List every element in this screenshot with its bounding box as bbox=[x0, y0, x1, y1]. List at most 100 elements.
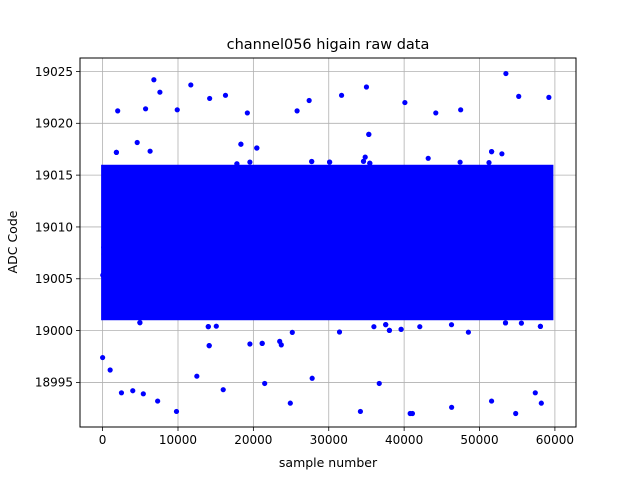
data-point bbox=[155, 398, 161, 404]
data-point bbox=[458, 107, 464, 113]
data-point bbox=[306, 267, 312, 273]
data-point bbox=[320, 249, 326, 255]
data-point bbox=[366, 197, 372, 203]
data-point bbox=[425, 155, 431, 161]
data-point bbox=[485, 276, 491, 282]
data-point bbox=[220, 387, 226, 393]
data-point bbox=[499, 151, 505, 157]
data-point bbox=[115, 108, 121, 114]
data-point bbox=[323, 244, 329, 250]
data-point bbox=[242, 218, 248, 224]
data-point bbox=[463, 239, 469, 245]
data-point bbox=[232, 225, 238, 231]
data-point bbox=[364, 244, 370, 250]
data-point bbox=[391, 226, 397, 232]
data-point bbox=[346, 245, 352, 251]
data-point bbox=[349, 269, 355, 276]
data-point bbox=[468, 230, 474, 236]
data-point bbox=[289, 329, 295, 335]
data-point bbox=[173, 257, 179, 263]
data-point bbox=[532, 238, 538, 244]
data-point bbox=[415, 202, 421, 208]
data-point bbox=[115, 226, 121, 232]
x-tick-label: 50000 bbox=[460, 433, 498, 447]
x-tick-label: 40000 bbox=[385, 433, 423, 447]
data-point bbox=[277, 338, 283, 344]
data-point bbox=[382, 214, 388, 221]
data-point bbox=[213, 269, 219, 276]
data-point bbox=[532, 264, 538, 270]
data-point bbox=[357, 408, 364, 415]
data-point bbox=[323, 264, 329, 270]
data-point bbox=[315, 223, 321, 229]
data-point bbox=[258, 240, 264, 246]
data-point bbox=[140, 391, 146, 397]
data-point bbox=[196, 245, 202, 251]
data-point bbox=[378, 289, 385, 295]
data-point bbox=[382, 183, 388, 189]
data-point bbox=[332, 226, 338, 233]
y-tick-label: 19020 bbox=[35, 117, 73, 131]
data-point bbox=[200, 224, 206, 231]
data-points bbox=[100, 70, 554, 417]
data-point bbox=[405, 270, 411, 276]
data-point bbox=[367, 160, 373, 166]
data-point bbox=[173, 245, 179, 251]
x-tick-label: 20000 bbox=[234, 433, 272, 447]
data-point bbox=[381, 224, 387, 230]
data-point bbox=[499, 280, 505, 286]
data-point bbox=[457, 159, 463, 165]
y-tick-label: 19025 bbox=[35, 65, 73, 79]
data-point bbox=[438, 266, 444, 272]
data-point bbox=[407, 190, 413, 196]
data-point bbox=[259, 340, 265, 346]
data-point bbox=[449, 404, 455, 410]
data-point bbox=[386, 327, 392, 333]
data-point bbox=[437, 270, 443, 276]
data-point bbox=[130, 388, 136, 394]
data-point bbox=[407, 228, 413, 234]
data-point bbox=[402, 99, 408, 106]
data-point bbox=[274, 240, 280, 246]
data-point bbox=[338, 92, 345, 98]
data-point bbox=[128, 226, 134, 232]
x-tick-label: 60000 bbox=[536, 433, 574, 447]
data-point bbox=[227, 241, 233, 248]
data-point bbox=[403, 201, 409, 207]
data-point bbox=[277, 245, 283, 251]
data-point bbox=[135, 252, 141, 258]
data-point bbox=[316, 241, 322, 248]
data-point bbox=[368, 288, 374, 294]
data-point bbox=[532, 390, 538, 396]
data-point bbox=[405, 235, 411, 241]
data-point bbox=[379, 246, 385, 252]
data-point bbox=[506, 274, 512, 280]
data-point bbox=[284, 187, 290, 193]
data-point bbox=[240, 276, 246, 283]
data-point bbox=[499, 221, 505, 227]
data-point bbox=[361, 220, 367, 226]
data-point bbox=[502, 320, 509, 326]
data-point bbox=[486, 160, 492, 166]
data-point bbox=[454, 245, 461, 251]
data-point bbox=[205, 256, 211, 262]
data-point bbox=[437, 223, 443, 229]
data-point bbox=[397, 241, 403, 247]
data-point bbox=[447, 235, 454, 241]
data-point bbox=[113, 149, 119, 155]
data-point bbox=[107, 227, 113, 234]
plot-frame bbox=[79, 57, 577, 428]
data-point bbox=[546, 94, 552, 100]
data-point bbox=[118, 298, 124, 304]
data-point bbox=[489, 149, 495, 155]
data-point bbox=[518, 320, 525, 326]
data-point bbox=[486, 246, 492, 252]
x-tick-label: 30000 bbox=[310, 433, 348, 447]
data-point bbox=[255, 244, 261, 250]
data-point bbox=[154, 230, 160, 236]
data-point bbox=[536, 262, 542, 268]
data-point bbox=[287, 400, 293, 406]
data-point bbox=[309, 158, 315, 165]
data-point bbox=[375, 298, 381, 304]
